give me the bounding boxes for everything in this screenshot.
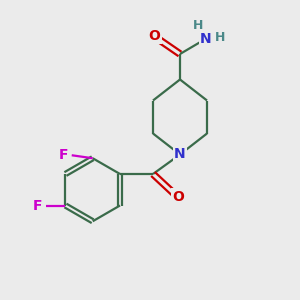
- Text: N: N: [174, 148, 186, 161]
- Text: F: F: [33, 199, 42, 212]
- Text: H: H: [215, 31, 225, 44]
- Text: F: F: [58, 148, 68, 162]
- Text: O: O: [172, 190, 184, 203]
- Text: N: N: [200, 32, 211, 46]
- Text: H: H: [193, 19, 203, 32]
- Text: O: O: [148, 29, 160, 43]
